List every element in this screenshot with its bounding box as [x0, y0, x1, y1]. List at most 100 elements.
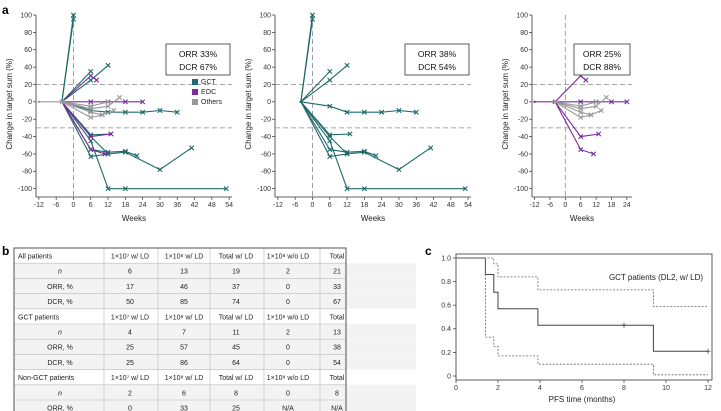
x-tick-label: 54 — [464, 202, 472, 209]
table-cell: 2 — [286, 330, 290, 337]
x-tick-label: 24 — [378, 202, 386, 209]
legend-label-eoc: EOC — [201, 89, 216, 96]
table-cell: 25 — [232, 406, 240, 411]
y-tick-label: 0.2 — [441, 350, 451, 357]
data-point — [88, 146, 94, 153]
x-tick-label: 24 — [623, 202, 631, 209]
data-point — [157, 107, 163, 114]
x-tick-label: 6 — [328, 202, 332, 209]
row-label: ORR, % — [47, 284, 73, 291]
data-point — [105, 103, 111, 109]
table-cell: 74 — [232, 299, 240, 306]
table-header-row — [14, 248, 416, 264]
y-tick-label: -40 — [22, 134, 32, 141]
y-tick-label: -60 — [22, 151, 32, 158]
row-label: n — [58, 269, 62, 276]
dcr-annotation: DCR 67% — [179, 62, 217, 72]
data-point — [327, 138, 333, 144]
x-tick-label: 0 — [72, 202, 76, 209]
y-tick-label: -60 — [261, 151, 271, 158]
x-axis-label: Weeks — [361, 214, 385, 223]
x-tick-label: 18 — [360, 202, 368, 209]
table-cell: 0 — [286, 345, 290, 352]
table-row — [14, 354, 416, 370]
series-line-gct — [300, 101, 466, 190]
data-point — [88, 114, 94, 121]
series-line-gct — [61, 19, 75, 102]
panel-letter-c: c — [425, 244, 432, 258]
y-tick-label: -80 — [261, 169, 271, 176]
data-point — [533, 100, 536, 104]
table-cell: 0 — [286, 284, 290, 291]
column-header: Total — [330, 254, 345, 261]
column-header: 1×10⁸ w/ LD — [165, 314, 204, 321]
y-tick-label: 60 — [263, 47, 271, 54]
x-tick-label: -6 — [53, 202, 59, 209]
data-point — [396, 107, 402, 114]
data-point — [327, 132, 333, 138]
table-cell: 67 — [333, 299, 341, 306]
data-point — [88, 68, 94, 75]
table-cell: 37 — [232, 284, 240, 291]
section-title: Non-GCT patients — [18, 375, 75, 382]
data-point — [309, 12, 316, 18]
data-point — [105, 186, 111, 192]
table-row — [14, 293, 416, 309]
table-cell: N/A — [282, 406, 294, 411]
y-tick-label: -20 — [22, 117, 32, 124]
table-cell: 0 — [286, 360, 290, 367]
y-tick-label: 40 — [263, 64, 271, 71]
data-point — [344, 186, 350, 192]
x-tick-label: -12 — [530, 202, 540, 209]
y-tick-label: 0.4 — [441, 326, 451, 333]
y-tick-label: -100 — [514, 186, 528, 193]
x-tick-label: 48 — [208, 202, 216, 209]
legend-swatch-others — [192, 99, 198, 105]
data-point — [93, 77, 100, 83]
x-tick-label: -12 — [34, 202, 44, 209]
row-label: ORR, % — [47, 345, 73, 352]
response-table: All patients 1×10⁷ w/ LD 1×10⁸ w/ LD Total … — [13, 247, 416, 411]
y-tick-label: 100 — [259, 12, 271, 19]
section-title: GCT patients — [18, 314, 60, 321]
data-point — [327, 146, 333, 153]
data-point — [578, 99, 584, 105]
data-point — [361, 149, 367, 155]
x-axis-label: Weeks — [570, 214, 594, 223]
data-point — [309, 16, 316, 22]
data-point — [583, 77, 589, 83]
table-cell: 85 — [180, 299, 188, 306]
y-tick-label: 20 — [263, 82, 271, 89]
y-tick-label: 100 — [516, 12, 528, 19]
y-axis-label: Change in target sum (%) — [5, 58, 14, 149]
x-tick-label: 4 — [538, 385, 542, 392]
row-label: ORR, % — [47, 406, 73, 411]
data-point — [122, 186, 128, 192]
data-point — [189, 145, 195, 151]
data-point — [88, 133, 94, 140]
table-cell: 64 — [232, 360, 240, 367]
y-tick-label: 40 — [520, 64, 528, 71]
series-line-gct — [300, 64, 348, 103]
data-point — [102, 151, 108, 157]
row-label: DCR, % — [47, 360, 72, 367]
y-tick-label: 100 — [20, 12, 32, 19]
data-point — [134, 153, 140, 159]
y-tick-label: 80 — [24, 30, 32, 37]
censor-mark — [621, 322, 627, 328]
data-point — [174, 109, 180, 115]
plot-frame — [455, 253, 713, 381]
y-tick-label: -80 — [518, 169, 528, 176]
y-tick-label: -20 — [518, 117, 528, 124]
table-cell: 45 — [232, 345, 240, 352]
series-line-gct — [300, 19, 314, 102]
column-header: Total — [330, 314, 345, 321]
table-cell: 33 — [333, 284, 341, 291]
y-tick-label: 1.0 — [441, 255, 451, 262]
data-point — [122, 148, 128, 154]
x-tick-label: 54 — [225, 202, 233, 209]
table-cell: 38 — [333, 345, 341, 352]
data-point — [70, 12, 77, 18]
series-line-others — [554, 101, 602, 116]
